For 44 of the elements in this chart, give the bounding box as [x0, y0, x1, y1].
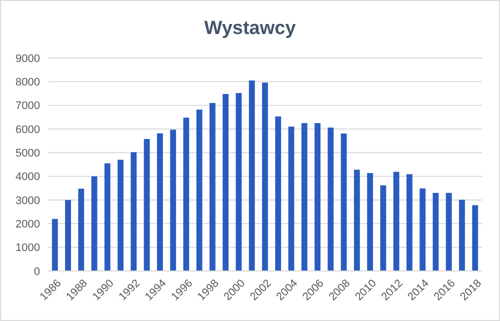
bar — [406, 174, 412, 271]
y-tick-label: 3000 — [16, 194, 40, 207]
bar — [210, 102, 216, 271]
bar — [118, 160, 124, 271]
bar — [459, 200, 465, 271]
y-tick-label: 2000 — [16, 218, 40, 231]
bar — [367, 173, 374, 271]
y-tick-label: 8000 — [16, 76, 40, 89]
bar — [288, 126, 294, 271]
y-tick-label: 7000 — [16, 100, 40, 112]
bar — [52, 218, 58, 271]
y-tick-label: 0 — [34, 266, 40, 278]
chart-title: Wystawcy — [204, 18, 296, 39]
bar — [328, 128, 334, 271]
bar — [275, 116, 282, 271]
bar — [432, 192, 439, 271]
bar — [156, 133, 163, 271]
bar — [130, 152, 137, 271]
bar — [340, 133, 347, 271]
bar — [65, 200, 71, 271]
bar — [393, 172, 400, 271]
y-tick-label: 1000 — [16, 242, 40, 254]
y-tick-label: 9000 — [16, 52, 40, 65]
bar — [196, 110, 202, 271]
bar — [183, 118, 190, 271]
bar — [446, 192, 452, 271]
y-tick-label: 4000 — [16, 171, 40, 184]
bar — [170, 130, 176, 271]
bar — [78, 188, 84, 271]
bar — [420, 188, 426, 271]
bar — [104, 163, 110, 271]
bar — [144, 138, 150, 271]
bar — [354, 170, 360, 271]
bar — [262, 82, 268, 271]
bar — [236, 93, 242, 271]
bar — [380, 185, 386, 271]
y-tick-label: 5000 — [16, 148, 40, 160]
bar — [248, 80, 255, 271]
bar — [91, 176, 98, 271]
bar — [314, 123, 320, 271]
bar — [472, 205, 478, 271]
bar — [222, 94, 229, 271]
bar — [301, 123, 308, 271]
y-tick-label: 6000 — [16, 124, 40, 136]
